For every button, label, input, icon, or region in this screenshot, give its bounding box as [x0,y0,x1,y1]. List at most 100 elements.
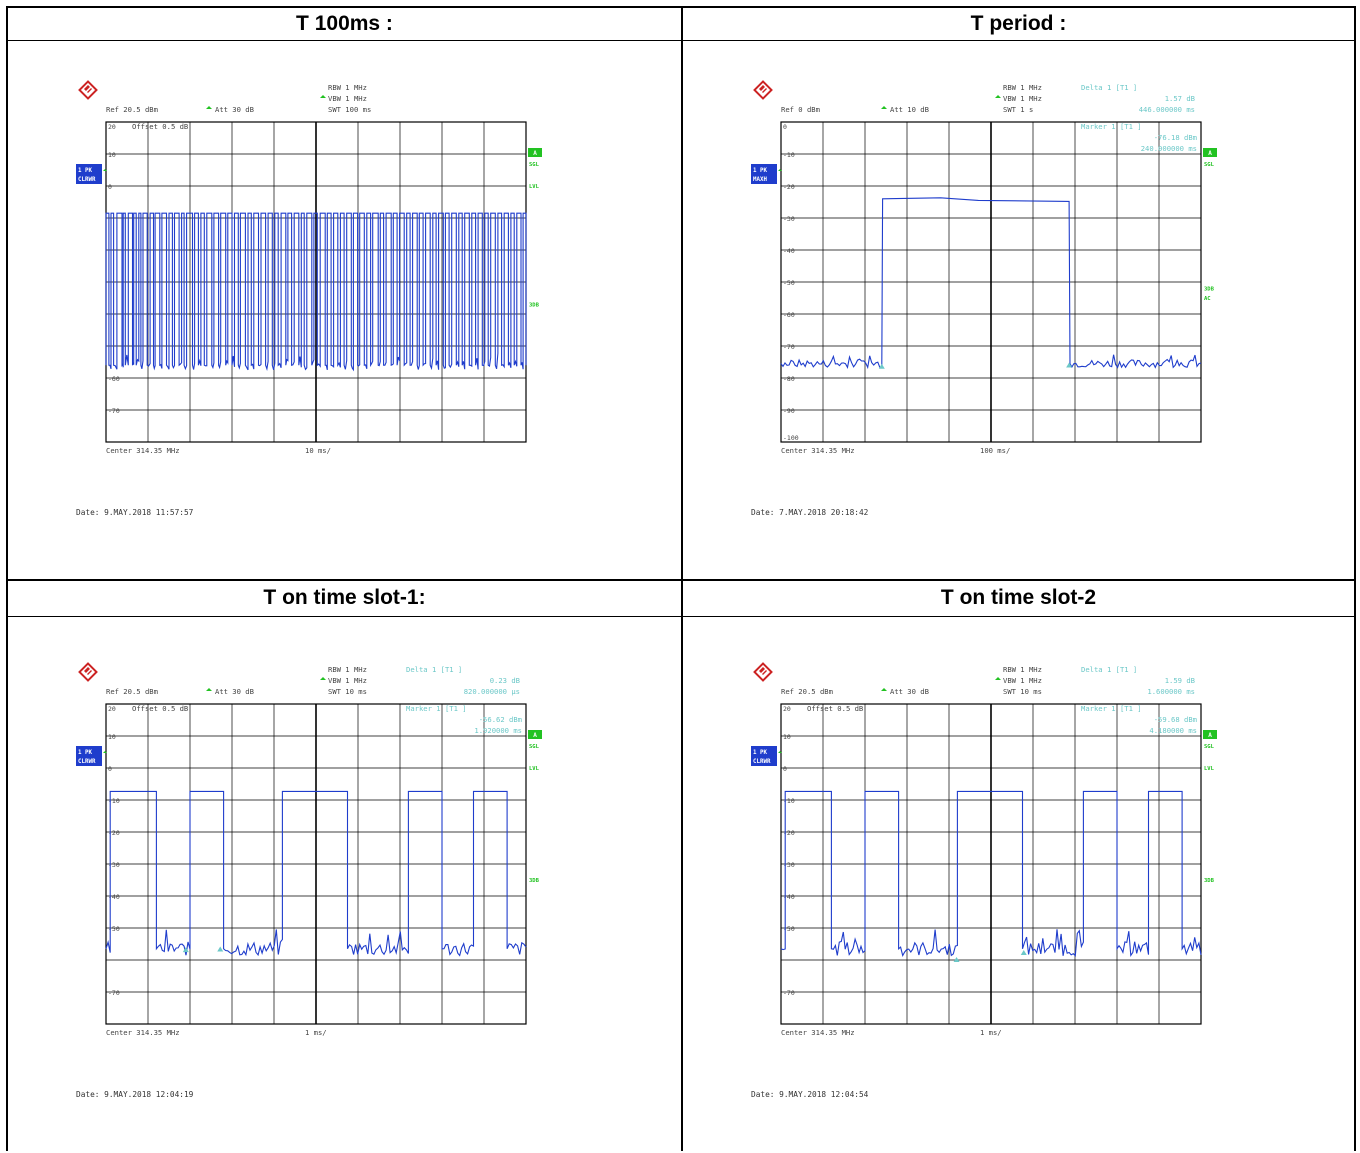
y-tick-label: -90 [783,407,795,415]
spectrum-analyzer-screen: Ref 20.5 dBm Att 30 dB RBW 1 MHz VBW 1 MHz S… [70,72,570,552]
trace-mode-text: CLRWR [78,177,96,183]
time-per-division-label: 1 ms/ [305,1028,327,1037]
date-stamp: Date: 9.MAY.2018 11:57:57 [76,508,194,517]
side-label: 3DB [529,302,540,308]
offset-label: Offset 0.5 dB [132,122,188,131]
delta-marker-2: 820.000000 µs [464,687,520,696]
y-tick-label: -40 [783,247,795,255]
delta-marker-1: 0.23 dB [490,676,520,685]
rohde-schwarz-logo-icon [80,664,97,681]
setting-0: RBW 1 MHz [1003,83,1042,92]
setting-2: SWT 1 s [1003,105,1033,114]
marker-readout-0: Marker 1 [T1 ] [406,704,467,713]
vbw-indicator-icon [320,95,326,98]
y-tick-label: -10 [783,151,795,159]
vbw-indicator-icon [995,95,1001,98]
table-border-left [6,6,8,1151]
attenuation-label: Att 30 dB [215,105,254,114]
center-frequency-label: Center 314.35 MHz [106,1028,180,1037]
delta-marker-1: 1.57 dB [1165,94,1195,103]
time-per-division-label: 10 ms/ [305,446,331,455]
vbw-indicator-icon [320,677,326,680]
marker-readout-2: 1.920000 ms [474,726,522,735]
y-tick-label: -60 [783,311,795,319]
attenuation-label: Att 30 dB [215,687,254,696]
y-tick-label: 0 [108,765,112,773]
ref-level-label: Ref 20.5 dBm [781,687,833,696]
ref-level-label: Ref 0 dBm [781,105,820,114]
table-divider-middle [681,6,683,1151]
sweep-mode-a: A [533,732,537,739]
attenuation-label: Att 10 dB [890,105,929,114]
side-label: LVL [1204,766,1215,772]
rohde-schwarz-logo-icon [755,82,772,99]
setting-2: SWT 10 ms [1003,687,1042,696]
setting-1: VBW 1 MHz [1003,94,1042,103]
attenuation-label: Att 30 dB [890,687,929,696]
trace-mode-text: MAXH [753,177,767,183]
sweep-mode-a: A [533,150,537,157]
marker-readout-1: -56.62 dBm [479,715,522,724]
att-indicator-icon [881,106,887,109]
side-label: 3DB [529,878,540,884]
graticule [781,704,1201,1024]
setting-1: VBW 1 MHz [1003,676,1042,685]
heading-t-100ms: T 100ms : [8,8,681,40]
marker-readout-0: Marker 1 [T1 ] [1081,704,1142,713]
sweep-mode-sgl: SGL [529,162,540,168]
marker-readout-0: Marker 1 [T1 ] [1081,122,1142,131]
side-label: 3DB [1204,286,1215,292]
sweep-mode-a: A [1208,150,1212,157]
delta-marker-0: Delta 1 [T1 ] [1081,83,1137,92]
spectrum-plot-t-on-slot-2: Ref 20.5 dBm Att 30 dB RBW 1 MHz VBW 1 MHz S… [745,654,1245,1134]
date-stamp: Date: 9.MAY.2018 12:04:19 [76,1090,194,1099]
trace-mode-text: 1 PK [753,750,767,756]
sweep-mode-badge: A [528,148,542,157]
att-indicator-icon [881,688,887,691]
date-stamp: Date: 7.MAY.2018 20:18:42 [751,508,869,517]
delta-marker-1: 1.59 dB [1165,676,1195,685]
sweep-mode-badge: A [1203,148,1217,157]
y-tick-label: -30 [783,215,795,223]
ref-level-label: Ref 20.5 dBm [106,105,158,114]
y-tick-label: -20 [783,183,795,191]
delta-marker-0: Delta 1 [T1 ] [1081,665,1137,674]
trace-mode-badge: 1 PK CLRWR [751,746,777,766]
table-border-right [1354,6,1356,1151]
att-indicator-icon [206,106,212,109]
offset-label: Offset 0.5 dB [807,704,863,713]
trace-mode-text: 1 PK [78,168,92,174]
y-tick-label: 10 [108,733,116,741]
vbw-indicator-icon [995,677,1001,680]
delta-marker-0: Delta 1 [T1 ] [406,665,462,674]
heading-t-period: T period : [683,8,1354,40]
graticule [106,704,526,1024]
center-frequency-label: Center 314.35 MHz [781,1028,855,1037]
spectrum-plot-t-period: Ref 0 dBm Att 10 dB RBW 1 MHz VBW 1 MHz SWT … [745,72,1245,552]
y-tick-label: -100 [783,434,799,442]
sweep-mode-badge: A [1203,730,1217,739]
time-per-division-label: 1 ms/ [980,1028,1002,1037]
setting-1: VBW 1 MHz [328,676,367,685]
setting-2: SWT 10 ms [328,687,367,696]
sweep-mode-sgl: SGL [1204,162,1215,168]
trace-mode-text: 1 PK [78,750,92,756]
sweep-mode-sgl: SGL [529,744,540,750]
y-tick-label: 0 [783,123,787,131]
trace-mode-badge: 1 PK CLRWR [76,164,102,184]
center-frequency-label: Center 314.35 MHz [781,446,855,455]
trace-mode-text: CLRWR [78,759,96,765]
spectrum-analyzer-screen: Ref 0 dBm Att 10 dB RBW 1 MHz VBW 1 MHz SWT … [745,72,1245,552]
spectrum-plot-t-100ms: Ref 20.5 dBm Att 30 dB RBW 1 MHz VBW 1 MHz S… [70,72,570,552]
trace-mode-text: 1 PK [753,168,767,174]
rohde-schwarz-logo-icon [755,664,772,681]
time-per-division-label: 100 ms/ [980,446,1010,455]
side-label: AC [1204,296,1211,302]
att-indicator-icon [206,688,212,691]
y-tick-label: -70 [108,407,120,415]
graticule [781,122,1201,442]
rohde-schwarz-logo-icon [80,82,97,99]
y-tick-label: -70 [108,989,120,997]
y-tick-label: 0 [108,183,112,191]
delta-marker-2: 446.000000 ms [1139,105,1195,114]
